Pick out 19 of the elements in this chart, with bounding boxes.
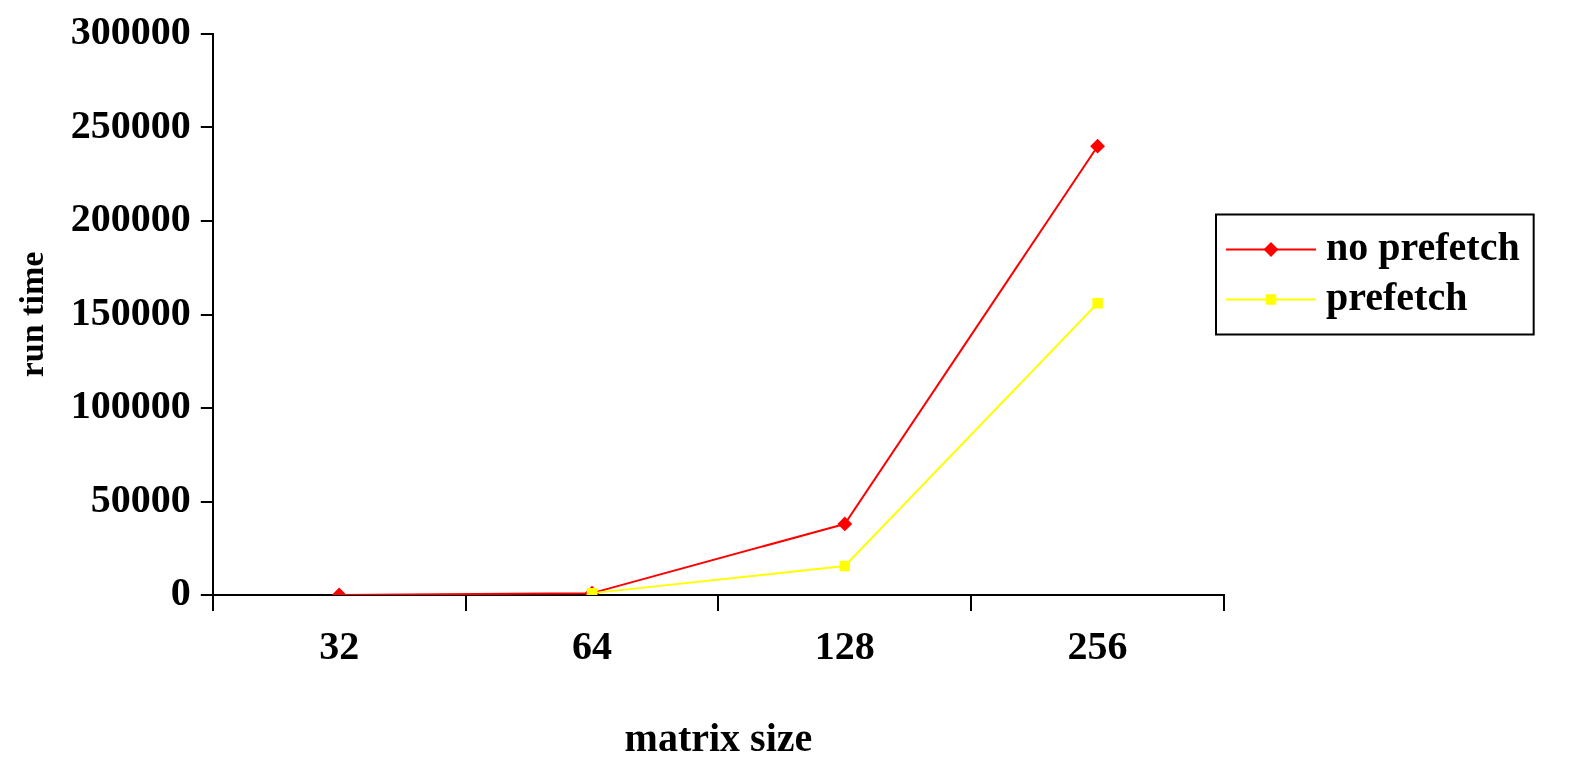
point xyxy=(1092,298,1103,309)
x-tick-label: 64 xyxy=(572,623,612,669)
x-axis-title: matrix size xyxy=(624,715,813,761)
y-tick-label: 100000 xyxy=(70,382,191,428)
y-tick-label: 250000 xyxy=(70,101,191,147)
y-axis-title: run time xyxy=(13,251,51,378)
y-tick-label: 300000 xyxy=(70,8,191,54)
x-tick-label: 32 xyxy=(319,623,360,669)
y-tick-label: 50000 xyxy=(90,475,191,521)
y-tick-label: 200000 xyxy=(70,195,191,241)
y-tick-label: 150000 xyxy=(70,288,191,334)
x-tick-label: 128 xyxy=(814,623,875,669)
point xyxy=(837,516,852,531)
y-tick-label: 0 xyxy=(170,569,191,615)
point xyxy=(839,560,851,572)
legend-label: no prefetch xyxy=(1326,223,1520,269)
x-tick-label: 256 xyxy=(1067,623,1128,669)
point xyxy=(1090,139,1105,154)
legend-label: prefetch xyxy=(1326,273,1468,319)
